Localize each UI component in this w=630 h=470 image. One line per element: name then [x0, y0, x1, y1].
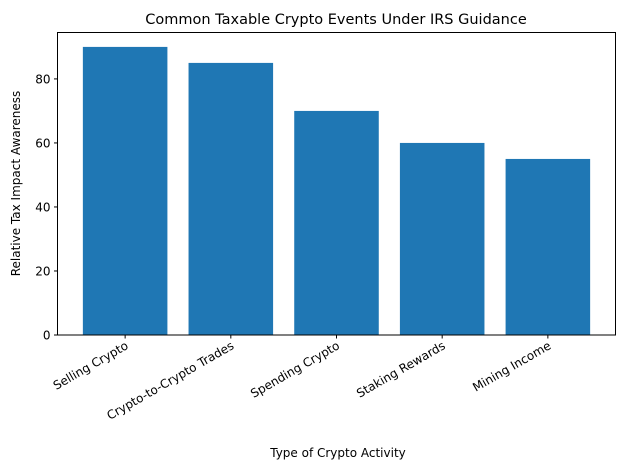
- bar-mining-income: [505, 158, 591, 335]
- bars-group: [82, 46, 591, 336]
- y-axis-label: Relative Tax Impact Awareness: [9, 91, 23, 277]
- bar-staking-rewards: [399, 142, 485, 335]
- bar-selling-crypto: [82, 46, 168, 336]
- bar-crypto-to-crypto-trades: [188, 62, 274, 335]
- y-tick-label: 0: [43, 329, 51, 343]
- x-tick-label: Mining Income: [470, 338, 553, 394]
- y-tick-label: 40: [35, 200, 50, 214]
- y-axis: 0 20 40 60 80: [35, 72, 58, 343]
- chart-title: Common Taxable Crypto Events Under IRS G…: [145, 12, 527, 28]
- y-tick-label: 80: [35, 72, 50, 86]
- x-tick-label: Selling Crypto: [51, 338, 131, 392]
- x-tick-label: Staking Rewards: [354, 338, 448, 400]
- x-axis-label: Type of Crypto Activity: [269, 446, 406, 460]
- bar-spending-crypto: [294, 110, 379, 335]
- y-tick-label: 60: [35, 136, 50, 150]
- y-tick-label: 20: [35, 264, 50, 278]
- x-tick-label: Spending Crypto: [248, 338, 342, 400]
